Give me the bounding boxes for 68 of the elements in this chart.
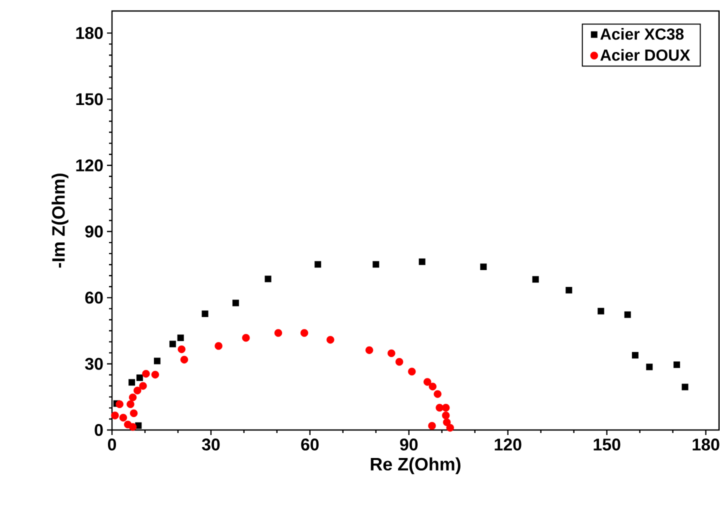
point [682,384,688,390]
point [395,358,404,366]
point [214,342,222,350]
x-tick-label: 0 [108,438,116,451]
x-axis-title: Re Z(Ohm) [370,457,460,474]
x-tick-label: 60 [301,438,319,451]
x-tick-label: 90 [400,438,418,451]
point [442,404,450,412]
point [424,378,432,386]
y-tick-label: 180 [76,27,103,40]
point [428,422,436,430]
y-tick-label: 0 [94,424,103,436]
point [242,334,250,342]
point [151,370,160,379]
point [128,379,136,386]
point [119,414,128,422]
y-tick-label: 120 [76,159,103,172]
point [180,356,188,364]
point [314,261,322,268]
point [136,374,143,381]
point [139,382,147,390]
point [632,352,638,358]
point [126,400,134,408]
point [446,424,454,432]
point [178,345,186,354]
point [418,258,426,265]
y-tick-label: 60 [85,292,103,304]
point [142,370,150,378]
point [264,276,272,282]
point [116,400,124,408]
point [130,409,138,418]
y-tick-label: 90 [85,226,103,238]
point [177,334,184,342]
point [128,394,137,402]
y-axis-title: -Im Z(Ohm) [52,174,68,268]
point [134,386,142,394]
x-tick-label: 30 [202,438,220,451]
x-tick-label: 180 [692,438,720,451]
point [365,346,374,354]
point [624,311,631,318]
x-tick-label: 150 [594,438,620,451]
point [274,329,282,337]
point [388,349,396,358]
point [300,329,308,337]
point [442,412,450,420]
point [532,276,539,283]
point [128,423,137,431]
point [674,361,680,368]
point [202,310,208,318]
point [480,264,487,270]
point [408,368,416,376]
point [169,340,176,348]
point [646,364,653,370]
y-tick-label: 150 [76,93,103,106]
y-tick-label: 30 [85,358,103,370]
point [566,286,572,294]
point [154,358,160,364]
point [598,308,604,314]
point [428,382,437,390]
legend-label: Acier XC38 [600,28,684,40]
point [232,300,239,306]
point [111,412,119,420]
point [442,418,451,426]
point [372,261,380,268]
x-tick-label: 120 [494,438,522,451]
legend-label: Acier DOUX [600,49,690,61]
point [326,336,334,344]
point [434,390,442,398]
